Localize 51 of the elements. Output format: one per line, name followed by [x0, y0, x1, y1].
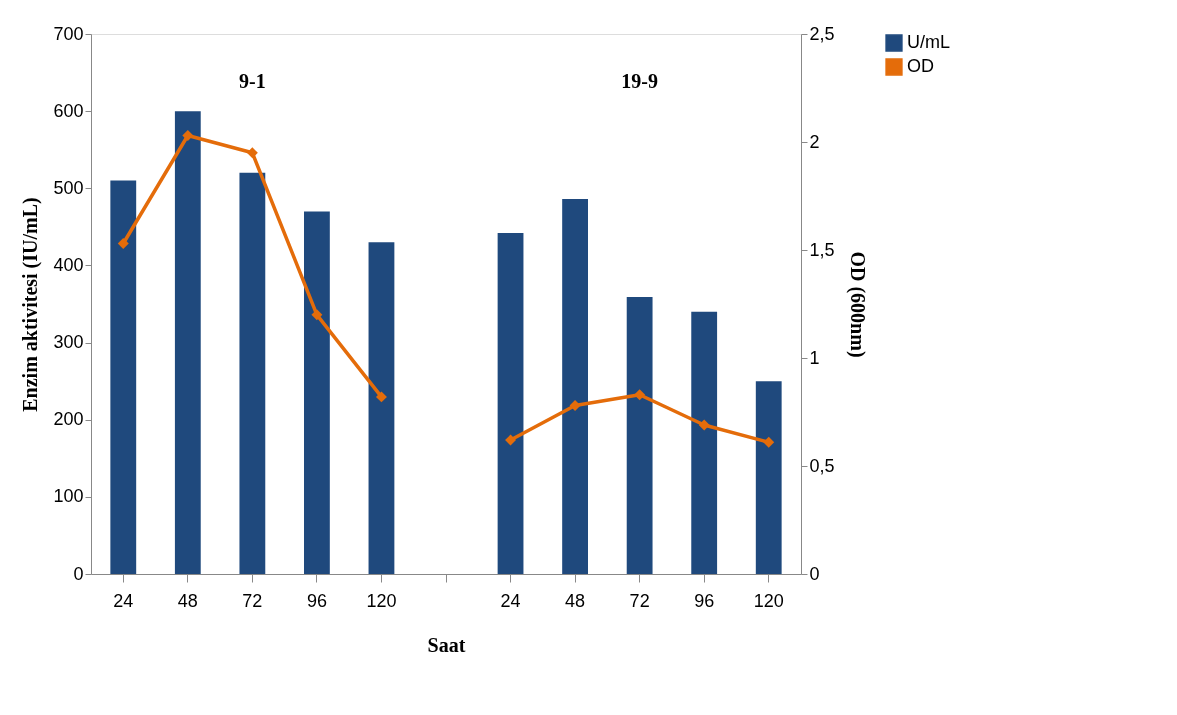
y2-tick-label: 2,5 [809, 23, 835, 44]
x-tick-label: 24 [500, 590, 521, 611]
bar [497, 233, 524, 574]
y2-tick-label: 2 [809, 131, 820, 152]
x-tick-label: 72 [242, 590, 263, 611]
y-tick-label: 100 [53, 486, 84, 507]
y2-tick-label: 0 [809, 563, 820, 584]
annotation: 9-1 [239, 70, 266, 92]
bar [626, 297, 653, 574]
x-tick-label: 72 [629, 590, 650, 611]
bar [174, 111, 201, 574]
y-tick-label: 700 [53, 23, 84, 44]
y-tick-label: 200 [53, 409, 84, 430]
x-tick-label: 120 [366, 590, 397, 611]
point [698, 419, 710, 431]
bar [562, 199, 588, 574]
x-tick-label: 48 [565, 590, 586, 611]
y-tick-label: 300 [53, 332, 84, 353]
x-tick-label: 48 [177, 590, 198, 611]
x-tick-label: 96 [694, 590, 715, 611]
y-tick-label: 0 [73, 563, 84, 584]
x-tick-label: 96 [306, 590, 327, 611]
bar [239, 172, 266, 574]
y-tick-label: 400 [53, 254, 84, 275]
x-axis-title: Saat [427, 633, 466, 656]
point [182, 130, 194, 141]
y-axis-title: Enzim aktivitesi (IU/mL) [19, 197, 43, 412]
x-tick-label: 24 [113, 590, 134, 611]
y-tick-label: 600 [53, 100, 84, 121]
bar [304, 211, 330, 574]
y2-tick-label: 1 [809, 347, 820, 368]
bar [755, 381, 782, 574]
point [634, 389, 646, 401]
y-tick-label: 500 [53, 177, 84, 198]
point [246, 147, 258, 159]
point [311, 309, 323, 321]
point [763, 436, 775, 448]
annotation: 19-9 [621, 70, 658, 92]
legend-label: U/mL [907, 32, 951, 52]
point [375, 391, 387, 403]
point [569, 400, 581, 411]
bar [368, 242, 395, 574]
point [505, 434, 517, 446]
y2-tick-label: 1,5 [809, 239, 835, 260]
bar [691, 311, 718, 574]
point [117, 238, 129, 249]
y2-axis-title: OD (600nm) [845, 251, 869, 358]
bar [110, 180, 137, 574]
y2-tick-label: 0,5 [809, 455, 835, 476]
legend-label: OD [907, 56, 934, 76]
x-tick-label: 120 [753, 590, 784, 611]
